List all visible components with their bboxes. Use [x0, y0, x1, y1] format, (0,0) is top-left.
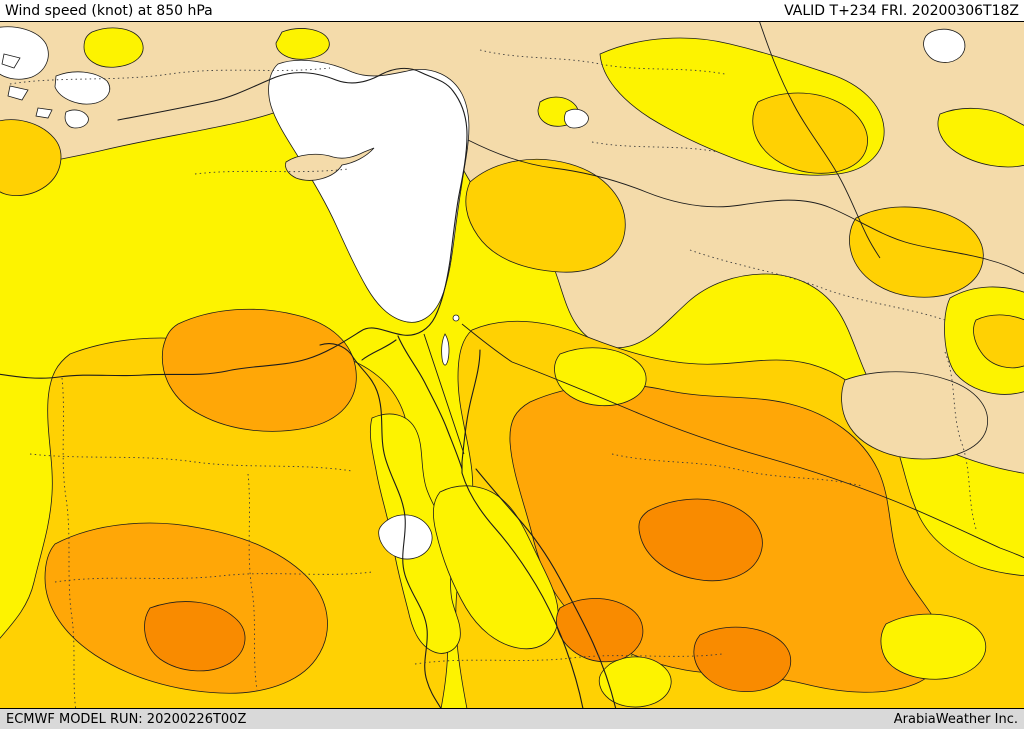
- aegean-islands: [1, 53, 21, 69]
- coastlines: [0, 53, 617, 708]
- sea-of-galilee: [452, 314, 460, 322]
- weather-map: [0, 22, 1024, 708]
- nile-river: [350, 353, 442, 708]
- contour-bands: [0, 22, 1024, 708]
- provider-label: ArabiaWeather Inc.: [893, 711, 1018, 727]
- red-sea-east-shore: [475, 468, 617, 708]
- model-run-label: ECMWF MODEL RUN: 20200226T00Z: [6, 711, 247, 727]
- country-borders: [423, 22, 1024, 559]
- valid-time-label: VALID T+234 FRI. 20200306T18Z: [784, 2, 1019, 19]
- header-bar: Wind speed (knot) at 850 hPa VALID T+234…: [0, 0, 1024, 22]
- footer-bar: ECMWF MODEL RUN: 20200226T00Z ArabiaWeat…: [0, 708, 1024, 729]
- cyprus-island: [285, 147, 375, 181]
- gulf-of-aqaba: [461, 349, 481, 474]
- map-title: Wind speed (knot) at 850 hPa: [5, 2, 213, 19]
- gulf-of-suez: [397, 335, 463, 470]
- graticule-dotted-lines: [9, 49, 978, 708]
- mediterranean-coastline: [0, 67, 468, 379]
- dead-sea: [441, 333, 450, 366]
- red-sea-west-shore: [461, 472, 584, 708]
- wind-speed-contour-map: [0, 22, 1024, 708]
